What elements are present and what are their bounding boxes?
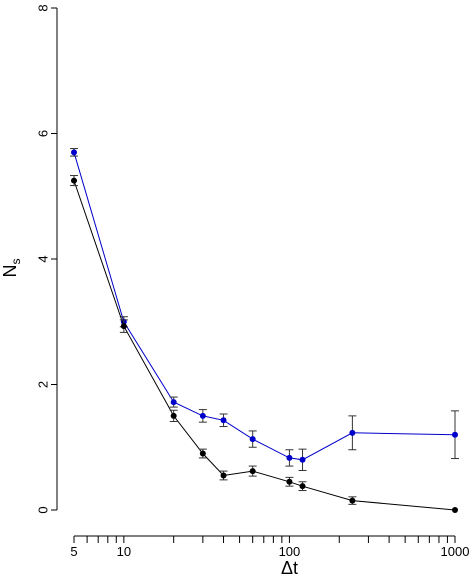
x-tick-label: 100 xyxy=(279,544,301,559)
data-point xyxy=(71,177,77,184)
series-line xyxy=(73,180,456,511)
data-point xyxy=(170,412,177,419)
y-tick-label: 0 xyxy=(35,506,50,513)
data-point xyxy=(286,454,293,461)
x-tick-label: 1000 xyxy=(441,544,470,559)
axes: 0 2 4 6 8 5 10 100 1000 xyxy=(35,4,469,559)
y-tick-label: 4 xyxy=(35,255,50,262)
data-point xyxy=(220,417,227,424)
data-point xyxy=(452,431,458,438)
data-point xyxy=(220,472,227,479)
data-point xyxy=(299,483,306,490)
y-tick-label: 8 xyxy=(35,4,50,11)
data-point xyxy=(349,429,356,436)
series-layer xyxy=(70,148,459,513)
data-point xyxy=(452,507,458,513)
data-point xyxy=(249,436,256,443)
data-point xyxy=(299,456,306,463)
data-point xyxy=(71,149,77,156)
y-axis-label: Ns xyxy=(0,259,23,278)
data-point xyxy=(199,412,206,419)
data-point xyxy=(199,450,206,457)
data-point xyxy=(120,323,127,330)
x-tick-label: 5 xyxy=(70,544,77,559)
series-line xyxy=(73,152,456,461)
x-axis-label: Δt xyxy=(281,558,298,578)
data-point xyxy=(170,399,177,406)
y-tick-label: 6 xyxy=(35,130,50,137)
data-point xyxy=(349,497,356,504)
series-1 xyxy=(70,148,459,471)
y-axis-label-main: N xyxy=(0,265,20,278)
data-point xyxy=(249,468,256,475)
y-axis-label-subscript: s xyxy=(9,259,23,265)
x-tick-label: 10 xyxy=(117,544,131,559)
series-2 xyxy=(70,175,458,513)
y-tick-label: 2 xyxy=(35,381,50,388)
data-point xyxy=(286,478,293,485)
